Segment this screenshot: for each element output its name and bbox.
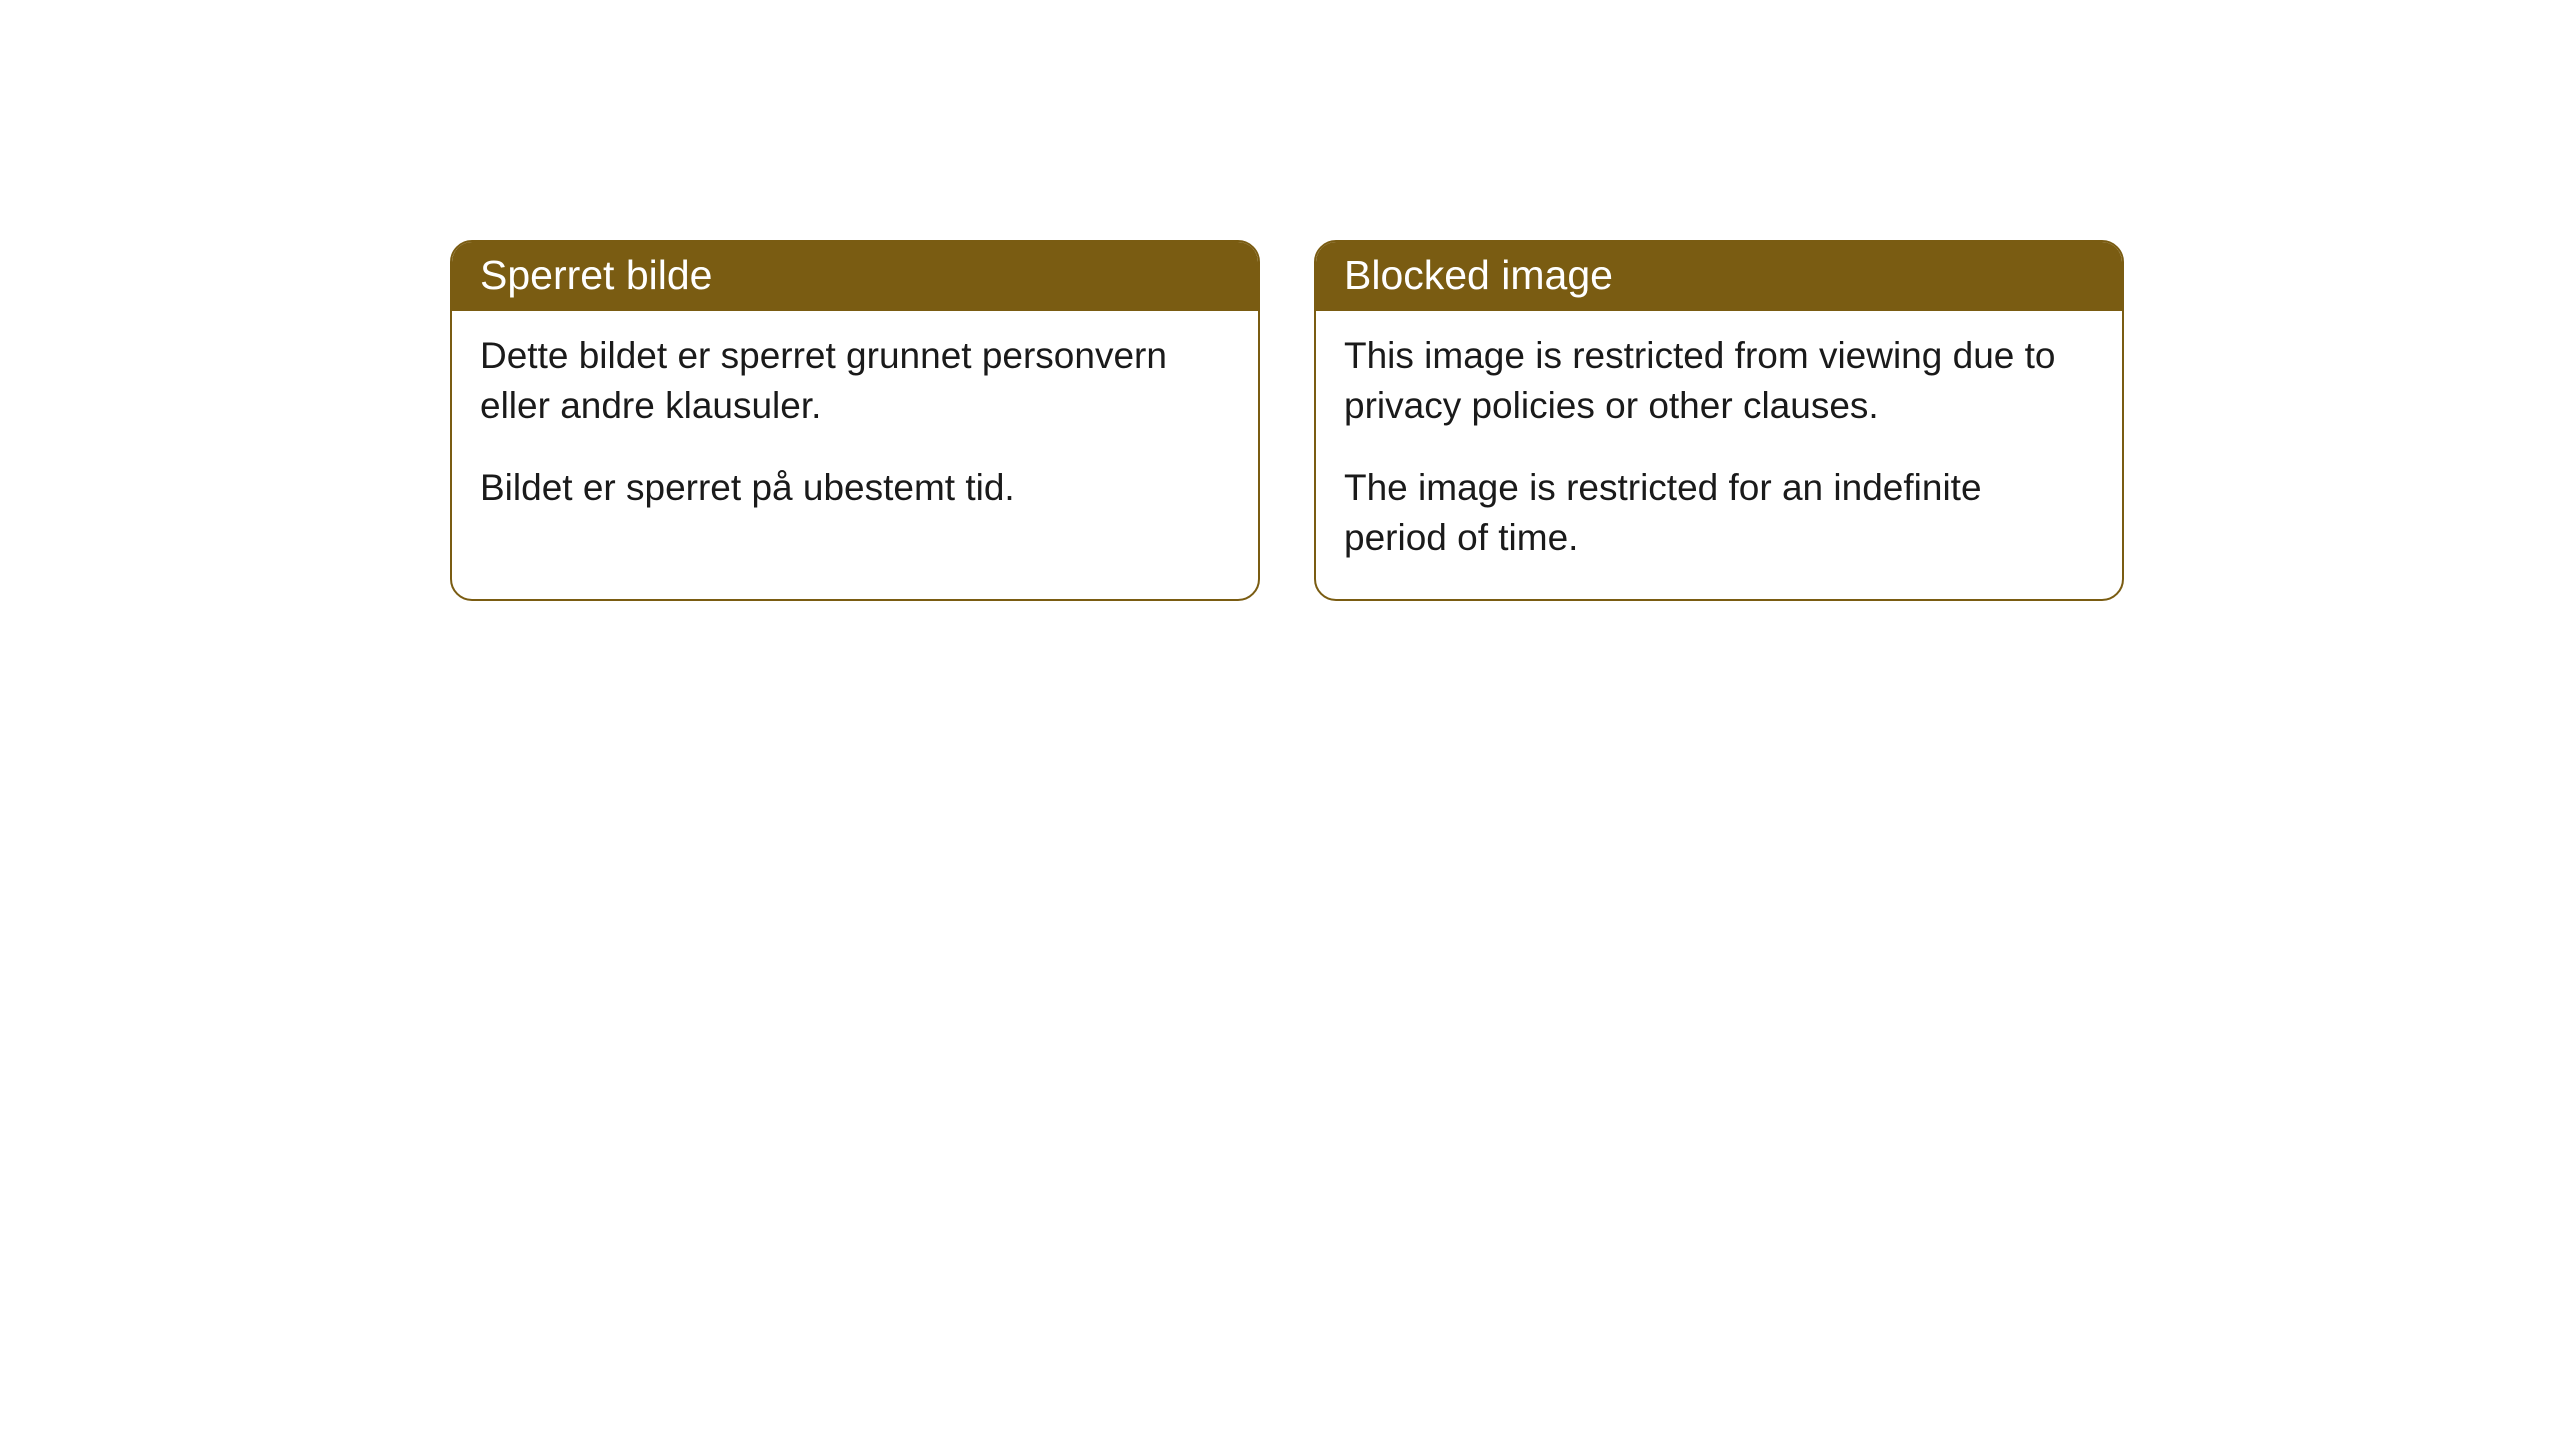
card-header: Blocked image — [1316, 242, 2122, 311]
cards-container: Sperret bilde Dette bildet er sperret gr… — [0, 0, 2560, 601]
blocked-image-card-no: Sperret bilde Dette bildet er sperret gr… — [450, 240, 1260, 601]
card-body: This image is restricted from viewing du… — [1316, 311, 2122, 599]
blocked-image-card-en: Blocked image This image is restricted f… — [1314, 240, 2124, 601]
card-header: Sperret bilde — [452, 242, 1258, 311]
card-paragraph-2: Bildet er sperret på ubestemt tid. — [480, 463, 1230, 513]
card-body: Dette bildet er sperret grunnet personve… — [452, 311, 1258, 549]
card-paragraph-1: Dette bildet er sperret grunnet personve… — [480, 331, 1230, 431]
card-paragraph-2: The image is restricted for an indefinit… — [1344, 463, 2094, 563]
card-paragraph-1: This image is restricted from viewing du… — [1344, 331, 2094, 431]
